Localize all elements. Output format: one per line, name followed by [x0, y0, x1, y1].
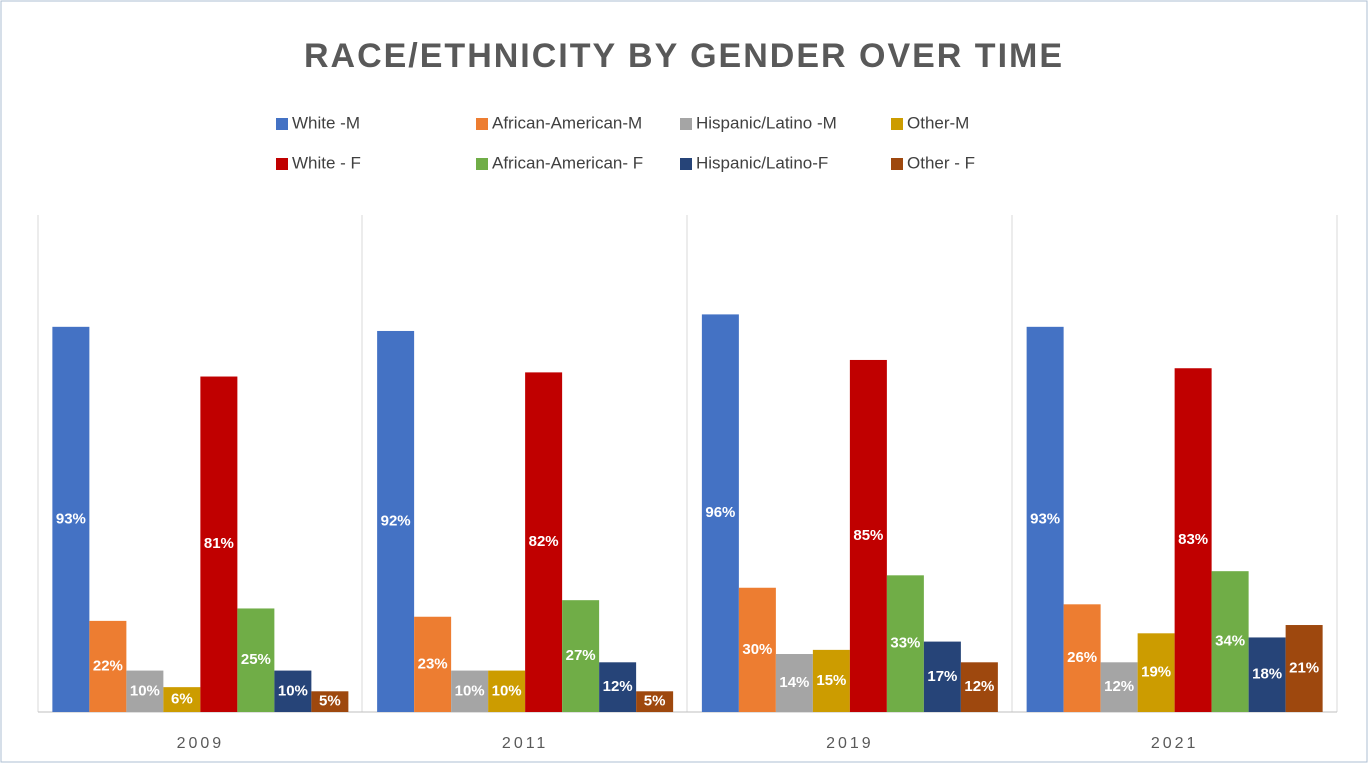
bar	[1100, 662, 1138, 712]
data-label: 10%	[492, 682, 522, 699]
data-label: 83%	[1178, 531, 1208, 548]
bar	[1211, 571, 1249, 712]
bar	[237, 608, 275, 712]
data-label: 10%	[130, 682, 160, 699]
data-label: 12%	[603, 678, 633, 695]
data-label: 22%	[93, 657, 123, 674]
bar	[126, 670, 164, 712]
data-label: 30%	[742, 641, 772, 658]
data-label: 5%	[644, 693, 666, 710]
data-label: 5%	[319, 693, 341, 710]
legend-label: Other - F	[907, 153, 975, 172]
x-tick-label: 2009	[177, 735, 225, 752]
bar	[812, 649, 850, 712]
bar	[451, 670, 489, 712]
bar	[89, 620, 127, 712]
bar	[52, 326, 90, 712]
data-label: 10%	[455, 682, 485, 699]
data-label: 93%	[1030, 510, 1060, 527]
data-label: 92%	[381, 512, 411, 529]
data-label: 19%	[1141, 664, 1171, 681]
bar	[163, 687, 201, 712]
legend-label: Other-M	[907, 113, 969, 132]
bar	[775, 654, 813, 712]
data-label: 25%	[241, 651, 271, 668]
data-label: 33%	[890, 635, 920, 652]
bar	[488, 670, 526, 712]
bar	[886, 575, 924, 712]
data-label: 82%	[529, 533, 559, 550]
data-label: 93%	[56, 510, 86, 527]
x-tick-label: 2019	[826, 735, 874, 752]
data-label: 21%	[1289, 659, 1319, 676]
data-label: 10%	[278, 682, 308, 699]
legend-swatch	[891, 118, 903, 130]
chart-title: RACE/ETHNICITY BY GENDER OVER TIME	[304, 37, 1064, 75]
bar	[562, 600, 600, 712]
bar	[377, 330, 415, 712]
data-label: 23%	[418, 655, 448, 672]
bar	[701, 314, 739, 712]
legend-swatch	[476, 158, 488, 170]
data-label: 18%	[1252, 666, 1282, 683]
bar	[1248, 637, 1286, 712]
bar	[1285, 625, 1323, 712]
bar	[1063, 604, 1101, 712]
legend-swatch	[680, 118, 692, 130]
bar	[274, 670, 312, 712]
legend-label: Hispanic/Latino -M	[696, 113, 837, 132]
data-label: 26%	[1067, 649, 1097, 666]
bar	[849, 359, 887, 712]
legend-swatch	[891, 158, 903, 170]
bar	[1026, 326, 1064, 712]
data-label: 27%	[566, 647, 596, 664]
data-label: 81%	[204, 535, 234, 552]
bar	[636, 691, 674, 712]
bar	[1174, 368, 1212, 712]
data-label: 12%	[964, 678, 994, 695]
bar	[1137, 633, 1175, 712]
bar	[738, 587, 776, 712]
legend-swatch	[276, 158, 288, 170]
data-label: 12%	[1104, 678, 1134, 695]
data-label: 15%	[816, 672, 846, 689]
legend-label: African-American-M	[492, 113, 642, 132]
data-label: 17%	[927, 668, 957, 685]
x-tick-label: 2021	[1151, 735, 1199, 752]
legend-swatch	[680, 158, 692, 170]
bar	[311, 691, 349, 712]
x-tick-label: 2011	[502, 735, 548, 752]
bar	[960, 662, 998, 712]
legend-label: Hispanic/Latino-F	[696, 153, 828, 172]
data-label: 34%	[1215, 633, 1245, 650]
legend-label: White - F	[292, 153, 361, 172]
data-label: 96%	[705, 504, 735, 521]
bar	[525, 372, 563, 712]
bar	[414, 616, 452, 712]
legend-label: White -M	[292, 113, 360, 132]
data-label: 85%	[853, 527, 883, 544]
legend-swatch	[476, 118, 488, 130]
bar	[599, 662, 637, 712]
category-separators	[37, 215, 1338, 712]
legend-swatch	[276, 118, 288, 130]
bar	[200, 376, 238, 712]
bar	[923, 641, 961, 712]
legend-label: African-American- F	[492, 153, 643, 172]
data-label: 14%	[779, 674, 809, 691]
data-label: 6%	[171, 691, 193, 708]
